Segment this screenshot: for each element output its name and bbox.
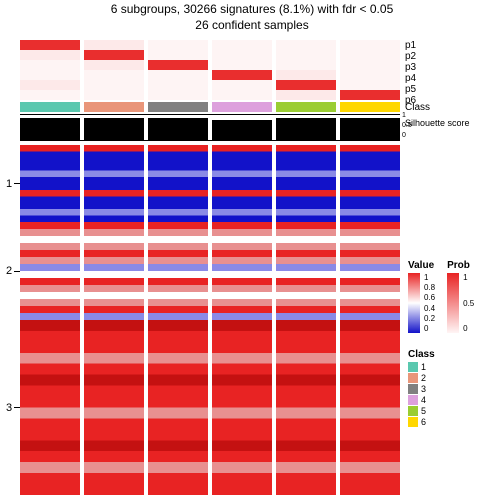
class-legend-items: 123456 — [408, 362, 500, 427]
value-legend: Value 10.80.60.40.20 — [408, 260, 435, 343]
prob-colorbar-ticks: 10.50 — [463, 273, 474, 333]
silhouette-bar — [20, 114, 400, 141]
main-heatmap — [20, 145, 400, 495]
heatmap-area — [20, 40, 400, 495]
probability-rows — [20, 40, 400, 100]
prob-colorbar — [447, 273, 459, 333]
figure-container: 6 subgroups, 30266 signatures (8.1%) wit… — [0, 0, 504, 504]
figure-title: 6 subgroups, 30266 signatures (8.1%) wit… — [0, 0, 504, 18]
prob-row-labels: p1p2p3p4p5p6 — [405, 40, 416, 100]
prob-legend: Prob 10.50 — [447, 260, 474, 343]
legend-area: Value 10.80.60.40.20 Prob 10.50 Class 12… — [408, 260, 500, 428]
silhouette-label: Silhouette score — [405, 118, 470, 129]
value-colorbar-ticks: 10.80.60.40.20 — [424, 273, 435, 333]
class-annotation-bar — [20, 102, 400, 112]
value-colorbar — [408, 273, 420, 333]
figure-subtitle: 26 confident samples — [0, 18, 504, 38]
class-legend: Class 123456 — [408, 349, 500, 427]
